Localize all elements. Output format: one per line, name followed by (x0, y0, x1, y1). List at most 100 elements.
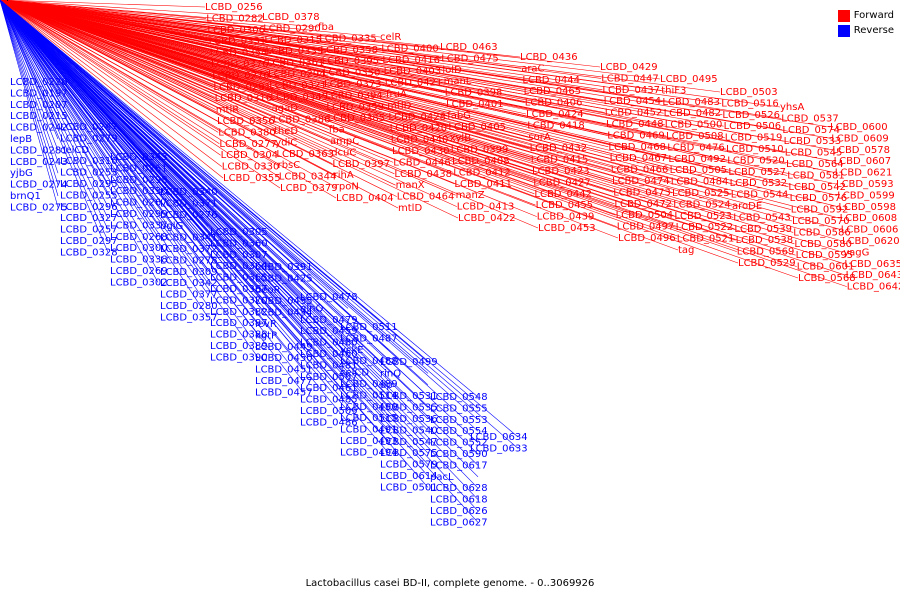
forward-gene-label: LCBD_0454 (604, 96, 662, 107)
leader-line (0, 0, 846, 276)
reverse-gene-label: LCBD_0554 (430, 426, 488, 437)
reverse-gene-label: LCBD_0296 (60, 202, 118, 213)
strand-legend: Forward Reverse (837, 8, 894, 38)
reverse-gene-label: LCBD_0425 (255, 273, 313, 284)
forward-gene-label: LCBD_0378 (262, 12, 320, 23)
reverse-gene-label: LCBD_0509 (300, 406, 358, 417)
leader-line (0, 0, 159, 237)
forward-gene-label: LCBD_0447 (601, 73, 659, 84)
reverse-gene-label: LCBD_0336 (110, 186, 168, 197)
reverse-gene-label: LCBD_0435 (255, 296, 313, 307)
leader-line (0, 0, 790, 199)
forward-gene-label: LCBD_0277 (219, 139, 277, 150)
forward-gene-label: LCBD_0474 (612, 176, 670, 187)
forward-gene-label: LCBD_0428 (388, 112, 446, 123)
forward-gene-label: LCBD_0399 (451, 145, 509, 156)
reverse-gene-label: LCBD_0338 (110, 255, 168, 266)
reverse-gene-label: LCBD_0226 (10, 77, 68, 88)
forward-gene-label: LCBD_0444 (522, 75, 580, 86)
reverse-gene-label: LCBD_0340 (160, 187, 218, 198)
forward-gene-label: aroDE (732, 201, 762, 212)
leader-line (0, 0, 831, 128)
reverse-gene-label: LCBD_0276 (160, 210, 218, 221)
reverse-gene-label: LCBD_0555 (430, 403, 488, 414)
forward-gene-label: LCBD_0437 (602, 85, 660, 96)
reverse-gene-label: LCBD_0257 (60, 225, 118, 236)
leader-line (0, 0, 479, 489)
forward-gene-label: LCBD_0350 (323, 68, 381, 79)
leader-line (0, 0, 679, 251)
reverse-gene-label: LCBD_0255 (60, 190, 118, 201)
leader-line (0, 0, 159, 260)
reverse-gene-label: LCBD_0309 (160, 267, 218, 278)
reverse-gene-label: LCBD_0627 (430, 517, 488, 528)
forward-gene-label: LCBD_0635 (844, 259, 900, 270)
reverse-gene-label: LCBD_0575 (380, 448, 438, 459)
forward-gene-label: LCBD_0363 (276, 149, 334, 160)
leader-line (0, 0, 335, 187)
leader-line (0, 0, 725, 138)
reverse-gene-label: LCBD_0365 (210, 273, 268, 284)
leader-line (0, 0, 674, 205)
leader-line (0, 0, 479, 443)
forward-gene-label: LCBD_0256 (205, 2, 263, 13)
reverse-gene-label: deoR (255, 285, 281, 296)
forward-gene-label: tag (678, 245, 694, 256)
forward-gene-label: LCBD_0413 (457, 202, 515, 213)
leader-line (0, 0, 59, 185)
forward-gene-label: LCBD_0412 (453, 167, 511, 178)
forward-gene-label: LCBD_0429 (600, 62, 658, 73)
forward-gene-label: LCBD_0608 (840, 213, 898, 224)
forward-gene-label: LCBD_0508 (666, 131, 724, 142)
forward-gene-label: LCBD_0344 (279, 172, 337, 183)
forward-gene-label: LCBD_0455 (536, 200, 594, 211)
forward-gene-label: ydiC (275, 137, 297, 148)
leader-line (0, 0, 349, 309)
forward-gene-label: LCBD_0568 (798, 273, 856, 284)
leader-line (0, 0, 788, 176)
forward-gene-label: LCBD_0468 (608, 142, 666, 153)
forward-gene-label: LCBD_0386 (273, 115, 331, 126)
forward-gene-label: LCBD_0411 (454, 179, 512, 190)
leader-line (0, 0, 737, 252)
forward-gene-label: LCBD_0421 (385, 78, 443, 89)
reverse-gene-label: LCBD_0535 (380, 403, 438, 414)
leader-line (0, 0, 209, 284)
reverse-gene-label: LCBD_0367 (210, 284, 268, 295)
forward-gene-label: celR (380, 32, 401, 43)
reverse-gene-label: LCBD_0389 (210, 341, 268, 352)
forward-gene-label: LCBD_0397 (332, 159, 390, 170)
reverse-gene-label: LCBD_0197 (10, 88, 68, 99)
reverse-gene-label: LCBD_0547 (380, 437, 438, 448)
forward-gene-label: LCBD_0522 (676, 222, 734, 233)
reverse-gene-label: LCBD_0490 (340, 402, 398, 413)
forward-gene-label: LCBD_0600 (830, 122, 888, 133)
leader-line (0, 0, 59, 151)
forward-gene-label: LCBD_0306 (207, 25, 265, 36)
forward-gene-label: LCBD_0294 (268, 69, 326, 80)
reverse-gene-label: LCBD_0310 (60, 156, 118, 167)
leader-line (0, 0, 794, 233)
leader-line (0, 0, 793, 222)
forward-gene-label: LCBD_0316 (215, 93, 273, 104)
forward-gene-label: LCBD_0282 (206, 13, 264, 24)
leader-line (0, 0, 429, 443)
leader-line (0, 0, 59, 162)
reverse-gene-label: LCBD_0507 (300, 372, 358, 383)
forward-gene-label: LCBD_0291 (213, 82, 271, 93)
forward-gene-label: LCBD_0394 (325, 90, 383, 101)
forward-gene-label: LCBD_0420 (390, 123, 448, 134)
forward-gene-label: LCBD_0466 (611, 165, 669, 176)
reverse-gene-label: LCBD_0489 (340, 379, 398, 390)
reverse-gene-label: LCBD_0337 (110, 220, 168, 231)
forward-gene-label: LCBD_0599 (837, 190, 895, 201)
leader-line (0, 0, 835, 173)
forward-gene-label: LCBD_0504 (616, 210, 674, 221)
leader-line (0, 0, 59, 208)
leader-line (0, 0, 840, 219)
forward-gene-label: LCBD_0570 (792, 216, 850, 227)
forward-gene-label: LCBD_0448 (606, 119, 664, 130)
reverse-gene-label: LCBD_0298 (110, 175, 168, 186)
reverse-gene-label: LCBD_0391 (255, 262, 313, 273)
reverse-gene-label: LCBD_0499 (380, 357, 438, 368)
